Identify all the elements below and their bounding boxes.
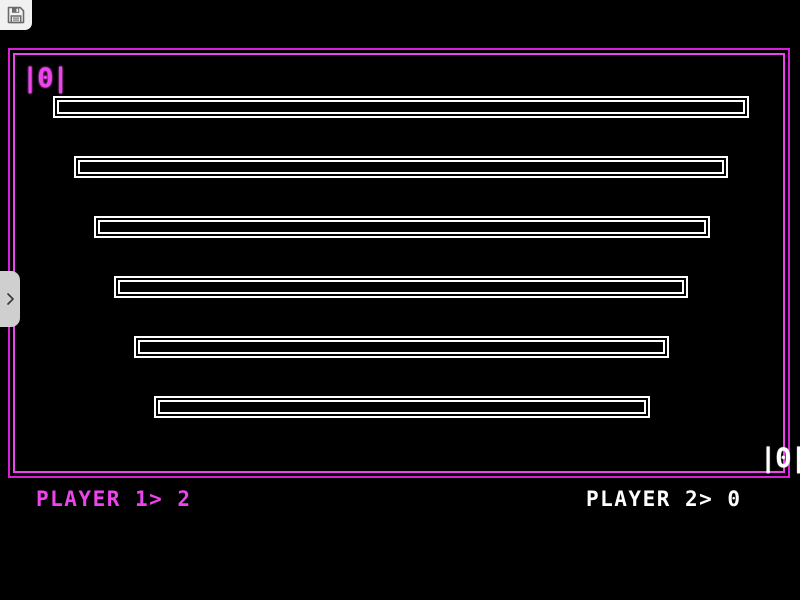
player2-ball-icon: |0|: [760, 443, 800, 474]
chevron-right-icon: [5, 291, 16, 307]
player1-ball-icon: |0|: [22, 63, 69, 94]
paddle-3: [94, 216, 710, 238]
paddle-6: [154, 396, 650, 418]
player2-score: PLAYER 2> 0: [586, 487, 742, 511]
paddle-5: [134, 336, 669, 358]
paddle-4: [114, 276, 688, 298]
player1-score: PLAYER 1> 2: [36, 487, 192, 511]
paddle-2: [74, 156, 728, 178]
paddle-1: [53, 96, 749, 118]
playfield-border: [8, 48, 790, 478]
save-icon: [7, 6, 25, 24]
save-button[interactable]: [0, 0, 32, 30]
score-row: PLAYER 1> 2 PLAYER 2> 0: [0, 484, 800, 516]
sidebar-expand-handle[interactable]: [0, 271, 20, 327]
